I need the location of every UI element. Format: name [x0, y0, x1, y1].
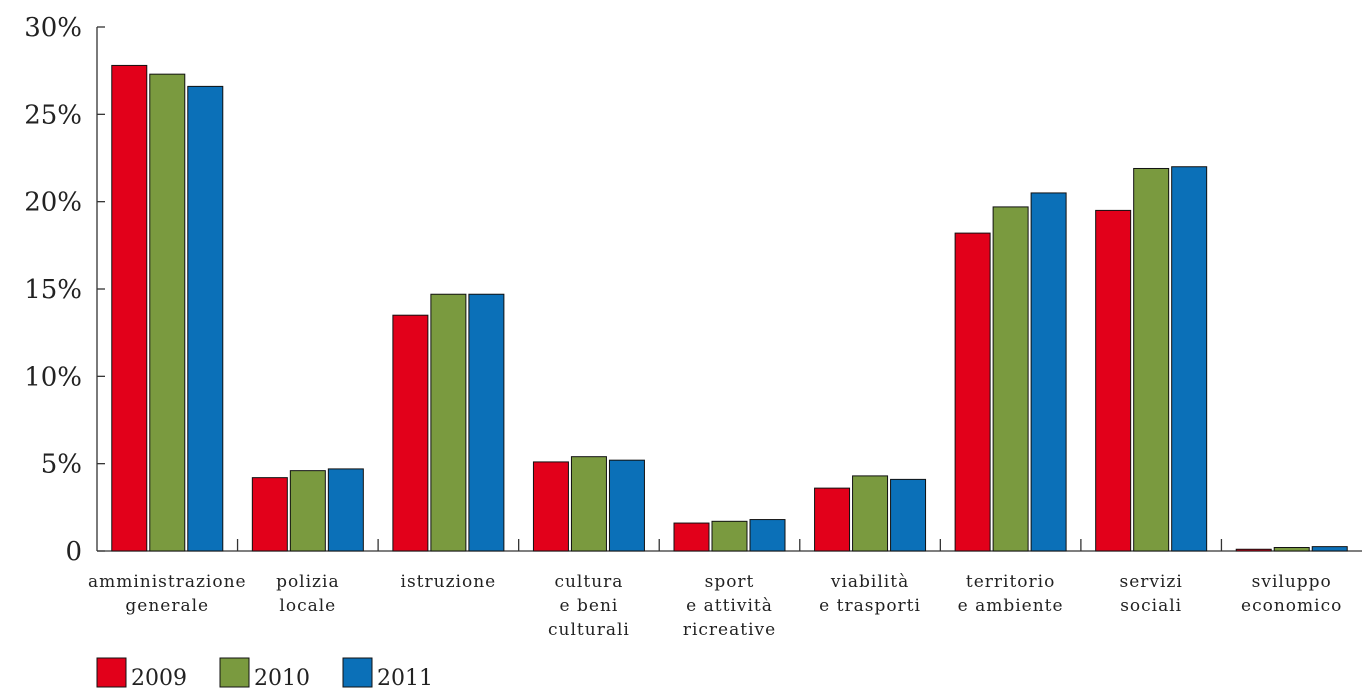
y-axis: 0 5% 10% 15% 20% 25% 30% [24, 13, 105, 567]
bar-2011 [468, 293, 505, 552]
bar-2009 [1095, 209, 1132, 552]
bar-2011 [608, 459, 645, 552]
bar-2011 [1030, 192, 1067, 552]
category-label: amministrazione generale [88, 572, 247, 616]
bar-2009 [814, 487, 851, 552]
category-label-line: ricreative [683, 620, 776, 640]
y-tick-label: 0 [65, 537, 82, 567]
bar-2009 [532, 461, 569, 552]
category-label-line: territorio [966, 572, 1055, 592]
category-label-line: sport [705, 572, 755, 592]
legend-label: 2010 [254, 666, 310, 689]
y-tick-label: 5% [41, 450, 82, 480]
bar-2010 [852, 475, 889, 552]
category-label-line: viabilità [830, 572, 909, 592]
category-labels: amministrazione generale polizia locale istr… [88, 572, 1342, 640]
legend-label: 2009 [131, 666, 187, 689]
category-label-line: e beni [560, 596, 619, 616]
bar-2010 [1273, 547, 1310, 552]
bar-2010 [992, 206, 1029, 552]
category-label: istruzione [401, 572, 497, 592]
category-label: polizia locale [276, 572, 340, 616]
category-label-line: polizia [276, 572, 340, 592]
category-label-line: culturali [548, 620, 630, 640]
y-tick-label: 20% [24, 188, 82, 218]
bar-2010 [1133, 167, 1170, 552]
y-tick-label: 15% [24, 275, 82, 305]
bar-2009 [673, 522, 710, 552]
category-label-line: cultura [554, 572, 623, 592]
category-label-line: amministrazione [88, 572, 247, 592]
bar-2009 [111, 64, 148, 552]
bar-2011 [327, 468, 364, 552]
category-label: sviluppo economico [1241, 572, 1342, 616]
bar-2011 [187, 85, 224, 552]
bar-2011 [890, 478, 927, 552]
bar-2009 [954, 232, 991, 552]
category-label: territorio e ambiente [958, 572, 1064, 616]
bar-2010 [711, 520, 748, 552]
bar-2009 [1235, 548, 1272, 552]
y-tick-label: 25% [24, 100, 82, 130]
category-label-line: istruzione [401, 572, 497, 592]
category-label-line: generale [125, 596, 209, 616]
category-label-line: locale [279, 596, 336, 616]
category-label-line: servizi [1119, 572, 1182, 592]
bar-2009 [392, 314, 429, 552]
bar-2011 [1171, 166, 1208, 552]
category-label-line: e trasporti [819, 596, 921, 616]
bars [111, 64, 1348, 552]
category-label-line: e ambiente [958, 596, 1064, 616]
legend-swatch-2010 [219, 657, 250, 688]
bar-2010 [149, 73, 186, 552]
legend: 2009 2010 2011 [96, 657, 433, 689]
legend-swatch-2011 [342, 657, 373, 688]
y-tick-label: 30% [24, 13, 82, 43]
bar-2010 [430, 293, 467, 552]
category-label: cultura e beni culturali [548, 572, 630, 640]
bar-2010 [289, 470, 326, 552]
category-label-line: economico [1241, 596, 1342, 616]
legend-swatch-2009 [96, 657, 127, 688]
category-label: servizi sociali [1119, 572, 1182, 616]
category-label: viabilità e trasporti [819, 572, 921, 616]
category-label-line: e attività [686, 596, 773, 616]
category-label-line: sociali [1120, 596, 1182, 616]
category-label-line: sviluppo [1252, 572, 1332, 592]
y-tick-label: 10% [24, 362, 82, 392]
category-label: sport e attività ricreative [683, 572, 776, 640]
bar-2009 [251, 477, 288, 552]
bar-2010 [570, 456, 607, 552]
bar-2011 [1311, 546, 1348, 552]
legend-label: 2011 [377, 666, 433, 689]
bar-2011 [749, 519, 786, 552]
